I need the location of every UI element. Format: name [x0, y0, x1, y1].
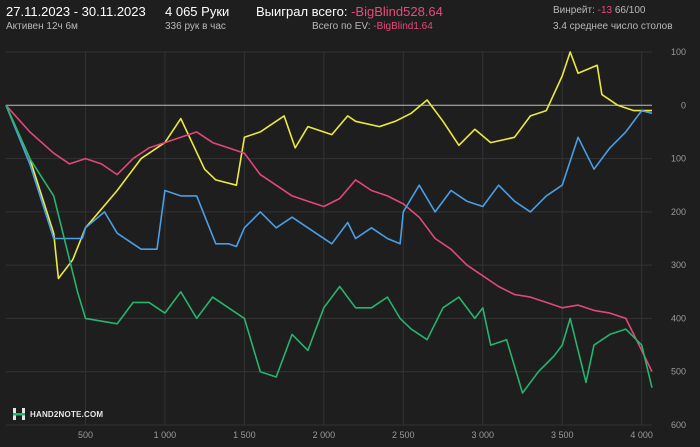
winrate: Винрейт: -13 66/100	[553, 5, 645, 16]
series-line-green	[5, 104, 653, 394]
x-axis-ticks: 500 1 000 1 500 2 000 2 500 3 000 3 500 4 000	[78, 430, 653, 440]
y-tick-label: 0	[681, 100, 686, 110]
ev-total: Всего по EV: -BigBlind1.64	[312, 21, 433, 32]
x-tick-label: 4 000	[630, 430, 653, 440]
x-tick-label: 1 000	[154, 430, 177, 440]
y-tick-label: 500	[671, 367, 686, 377]
hands-count: 4 065 Руки	[165, 4, 230, 19]
y-tick-label: 600	[671, 420, 686, 430]
ev-total-label: Всего по EV:	[312, 21, 371, 32]
series-line-pink	[5, 104, 653, 373]
brand-logo: HAND2NOTE.COM	[12, 407, 103, 421]
x-tick-label: 3 000	[471, 430, 494, 440]
chart-grid	[6, 51, 652, 426]
won-total: Выиграл всего: -BigBlind528.64	[256, 4, 443, 19]
winrate-value: -13	[597, 5, 613, 16]
active-time: Активен 12ч 6м	[6, 21, 78, 32]
y-tick-label: 400	[671, 313, 686, 323]
x-tick-label: 1 500	[233, 430, 256, 440]
series-line-yellow	[5, 51, 652, 280]
h2n-logo-icon	[13, 408, 25, 420]
avg-tables: 3.4 среднее число столов	[553, 21, 673, 32]
series-line-blue	[5, 104, 653, 250]
y-tick-label: 100	[671, 47, 686, 57]
y-tick-label: 100	[671, 154, 686, 164]
chart-lines	[5, 51, 653, 394]
brand-text: HAND2NOTE.COM	[30, 409, 104, 419]
x-tick-label: 2 000	[313, 430, 336, 440]
x-tick-label: 2 500	[392, 430, 415, 440]
x-tick-label: 3 500	[551, 430, 574, 440]
y-tick-label: 200	[671, 207, 686, 217]
x-tick-label: 500	[78, 430, 93, 440]
winrate-label: Винрейт:	[553, 5, 595, 16]
ev-total-value: -BigBlind1.64	[373, 21, 433, 32]
date-range: 27.11.2023 - 30.11.2023	[6, 4, 146, 19]
y-tick-label: 300	[671, 260, 686, 270]
hands-per-hour: 336 рук в час	[165, 21, 226, 32]
y-axis-ticks: 100 0 100 200 300 400 500 600	[671, 47, 686, 430]
winrate-rest: 66/100	[614, 5, 646, 16]
won-total-label: Выиграл всего:	[256, 4, 348, 19]
won-total-value: -BigBlind528.64	[351, 4, 443, 19]
